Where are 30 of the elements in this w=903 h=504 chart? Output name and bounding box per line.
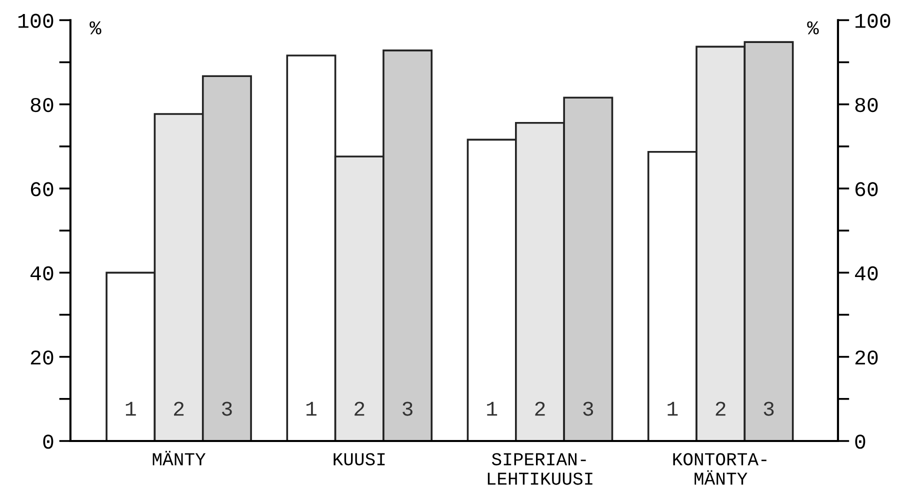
series-label: 3 (222, 402, 232, 416)
y2-tick-label: 20 (855, 350, 878, 365)
series-label: 1 (306, 402, 316, 416)
y2-tick-label: 100 (855, 14, 890, 28)
text: 3 (583, 402, 594, 416)
y2-tick-label: 60 (855, 182, 878, 196)
x-tick-label: KUUSI (334, 453, 385, 466)
x-tick-label: MÄNTY (152, 450, 206, 466)
y-tick-label: 100 (18, 14, 54, 28)
y-tick-label: 60 (30, 182, 54, 196)
text: 1 (126, 402, 136, 416)
y-tick-label: 0 (43, 434, 54, 449)
y-tick-label: 40 (30, 266, 54, 280)
series-label: 2 (716, 402, 726, 416)
text: 3 (402, 402, 412, 416)
text: 1 (487, 402, 498, 416)
x-tick-label: KONTORTA- MÄNTY (673, 453, 766, 485)
text: 2 (535, 402, 545, 416)
y2-axis-title: % (807, 21, 819, 34)
text: 2 (174, 402, 184, 416)
text: 2 (354, 402, 364, 416)
y2-tick-label: 0 (855, 434, 866, 449)
y2-tick-label: 40 (855, 266, 878, 280)
y-tick-label: 80 (30, 98, 54, 112)
y-axis-title: % (90, 21, 102, 34)
y-tick-label: 20 (30, 350, 54, 365)
x-tick-label: SIPERIAN- LEHTIKUUSI (488, 453, 592, 485)
text: 1 (668, 402, 678, 416)
text: 3 (764, 402, 774, 416)
y2-tick-label: 80 (855, 98, 878, 112)
